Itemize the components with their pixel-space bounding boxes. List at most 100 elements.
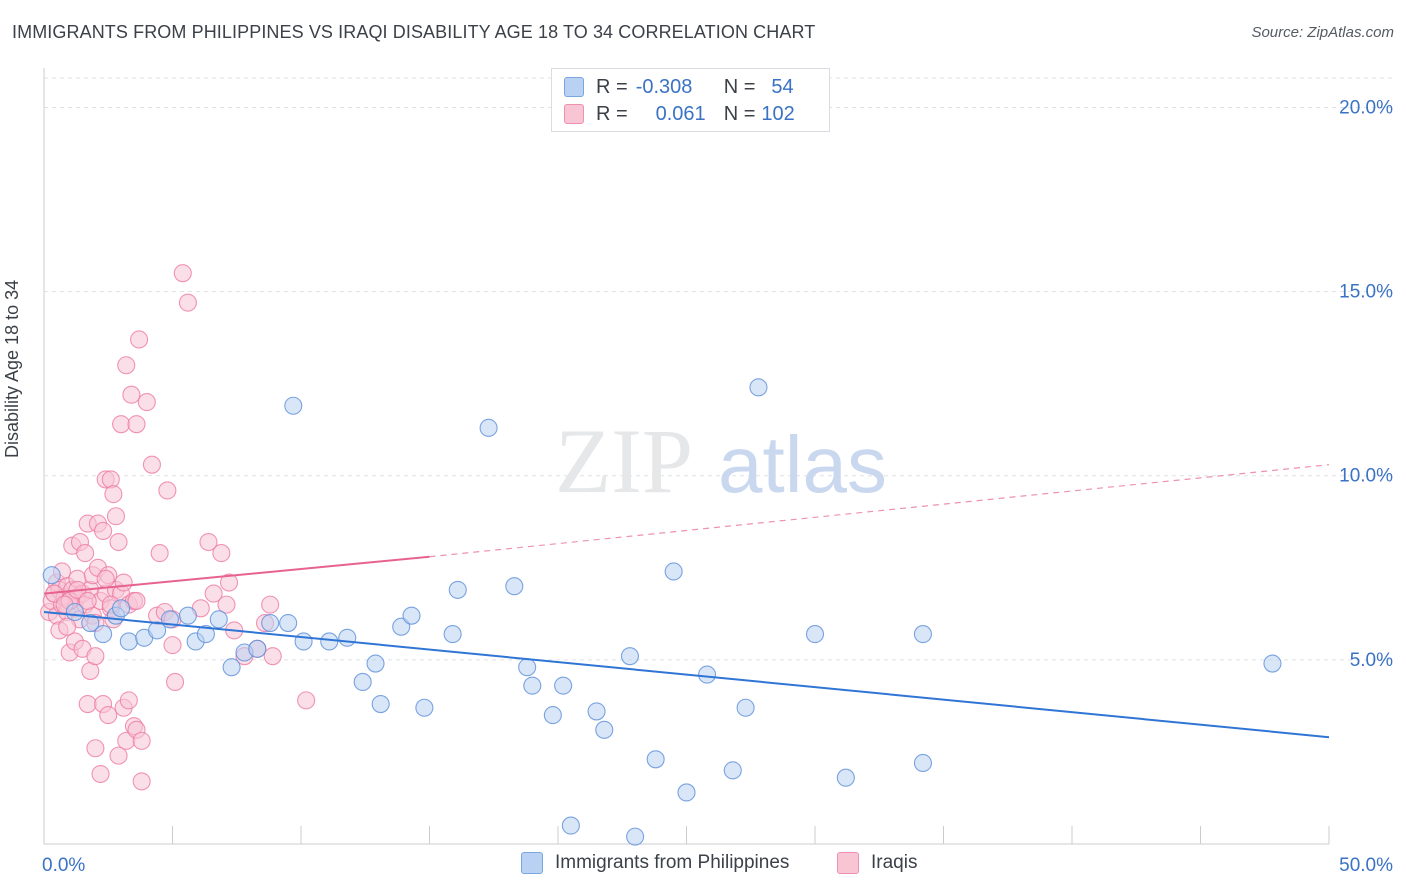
philippines-point: [415, 698, 434, 717]
x-tick-label: 50.0%: [1339, 855, 1393, 876]
legend-r-label: R =: [596, 75, 628, 98]
iraqis-point: [127, 415, 146, 434]
iraqis-trend-line: [43, 555, 430, 595]
watermark-atlas: atlas: [718, 420, 887, 509]
iraqis-point: [109, 746, 128, 765]
philippines-point: [42, 566, 61, 585]
iraqis-point: [212, 544, 231, 563]
philippines-point: [366, 654, 385, 673]
philippines-point: [112, 599, 131, 618]
philippines-point: [94, 625, 113, 644]
philippines-point: [196, 625, 215, 644]
iraqis-point: [78, 591, 97, 610]
iraqis-point: [86, 647, 105, 666]
legend-n-value: 102: [761, 102, 795, 125]
bottom-legend-swatch-philippines: [521, 852, 543, 874]
iraqis-point: [263, 647, 282, 666]
philippines-point: [479, 418, 498, 437]
legend-r-value: 0.061: [655, 102, 706, 125]
iraqis-point: [112, 415, 131, 434]
y-tick-label: 15.0%: [1339, 282, 1393, 303]
philippines-point: [1263, 654, 1282, 673]
iraqis-point: [204, 584, 223, 603]
chart-title: IMMIGRANTS FROM PHILIPPINES VS IRAQI DIS…: [12, 22, 816, 42]
bottom-legend-label: Iraqis: [871, 852, 918, 873]
iraqis-point: [58, 617, 77, 636]
tick-labels: 5.0% 10.0% 15.0% 20.0% 0.0% 50.0%: [42, 97, 1393, 876]
philippines-point: [353, 672, 372, 692]
legend-n-label: N =: [723, 75, 756, 98]
iraqis-point: [199, 532, 218, 552]
iraqis-point: [142, 455, 161, 474]
iraqis-point: [106, 507, 126, 526]
iraqis-point: [166, 672, 185, 692]
legend-r-label: R =: [596, 102, 628, 125]
iraqis-point: [117, 356, 136, 375]
watermark-zip: ZIP: [555, 410, 693, 512]
iraqis-point: [178, 293, 197, 312]
philippines-point: [119, 632, 138, 651]
iraqis-point: [150, 544, 169, 563]
philippines-point: [222, 658, 241, 677]
philippines-point: [620, 647, 640, 666]
iraqis-point: [137, 393, 156, 412]
legend-row-iraqis: R = 0.061 N = 102: [564, 102, 795, 126]
iraqis-point: [261, 595, 280, 614]
philippines-point: [749, 378, 768, 397]
philippines-point: [505, 577, 524, 596]
iraqis-trend-extension: [429, 464, 1330, 558]
legend-n-value: 54: [771, 75, 794, 98]
philippines-point: [518, 658, 537, 677]
philippines-point: [338, 628, 357, 647]
philippines-point: [392, 617, 411, 636]
iraqis-point: [86, 739, 105, 758]
iraqis-point: [132, 731, 151, 750]
philippines-point: [402, 606, 421, 625]
iraqis-point: [119, 691, 138, 710]
philippines-point: [65, 602, 84, 622]
iraqis-point: [78, 695, 97, 714]
philippines-point: [836, 768, 855, 787]
philippines-point: [736, 698, 755, 717]
philippines-points: [42, 378, 1282, 846]
iraqis-point: [158, 481, 177, 500]
iraqis-point: [104, 485, 123, 504]
philippines-point: [805, 625, 825, 644]
iraqis-point: [297, 691, 316, 710]
y-tick-label: 5.0%: [1350, 650, 1393, 671]
iraqis-point: [217, 595, 236, 614]
legend-swatch-iraqis: [564, 104, 584, 124]
iraqis-point: [130, 330, 149, 349]
y-tick-label: 20.0%: [1339, 97, 1393, 118]
correlation-legend: R = -0.308 N = 54 R = 0.061 N = 102: [551, 68, 830, 132]
iraqis-point: [219, 573, 239, 592]
philippines-point: [698, 665, 717, 684]
philippines-point: [677, 783, 696, 802]
iraqis-point: [96, 569, 115, 588]
iraqis-point: [101, 470, 120, 489]
philippines-point: [523, 676, 542, 695]
legend-swatch-philippines: [564, 77, 584, 97]
philippines-point: [209, 610, 228, 629]
philippines-point: [261, 613, 280, 633]
philippines-point: [913, 625, 932, 644]
philippines-point: [320, 632, 339, 651]
bottom-legend-philippines: Immigrants from Philippines: [521, 852, 789, 874]
legend-n-label: N =: [723, 102, 756, 125]
philippines-point: [279, 613, 298, 633]
philippines-point: [371, 695, 390, 714]
y-axis-label: Disability Age 18 to 34: [2, 279, 22, 458]
iraqis-point: [114, 573, 133, 592]
philippines-point: [443, 625, 462, 644]
iraqis-point: [173, 264, 192, 283]
philippines-point: [81, 613, 100, 633]
x-tick-label: 0.0%: [42, 855, 85, 876]
philippines-point: [248, 639, 267, 658]
philippines-point: [294, 632, 313, 651]
iraqis-point: [132, 772, 151, 791]
bottom-legend-label: Immigrants from Philippines: [555, 852, 790, 873]
iraqis-point: [94, 521, 113, 541]
philippines-point: [178, 606, 197, 625]
iraqis-point: [99, 706, 118, 725]
